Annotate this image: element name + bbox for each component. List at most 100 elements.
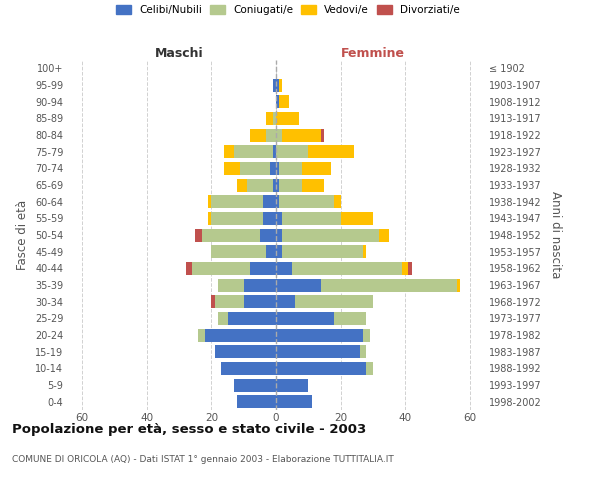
Bar [237,395,276,408]
Bar [276,162,302,175]
Bar [244,295,276,308]
Bar [237,395,276,408]
Bar [276,328,370,342]
Bar [276,162,331,175]
Bar [211,245,276,258]
Bar [276,195,334,208]
Bar [276,245,367,258]
Bar [276,95,289,108]
Bar [221,362,276,375]
Bar [263,195,276,208]
Bar [234,378,276,392]
Text: Femmine: Femmine [341,47,405,60]
Bar [276,78,283,92]
Bar [276,195,341,208]
Bar [276,278,457,291]
Y-axis label: Anni di nascita: Anni di nascita [550,192,562,278]
Bar [276,395,311,408]
Bar [224,145,276,158]
Bar [276,262,402,275]
Bar [208,195,276,208]
Bar [211,245,276,258]
Bar [276,245,367,258]
Bar [276,228,283,241]
Bar [276,162,279,175]
Bar [276,95,279,108]
Bar [276,378,308,392]
Bar [266,128,276,141]
Bar [276,145,353,158]
Bar [276,145,308,158]
Bar [276,128,325,141]
Bar [215,345,276,358]
Bar [215,295,276,308]
Bar [276,278,460,291]
Bar [215,345,276,358]
Bar [276,245,363,258]
Bar [266,112,276,125]
Bar [276,128,283,141]
Bar [273,78,276,92]
Bar [276,345,360,358]
Bar [269,162,276,175]
Bar [276,362,373,375]
Bar [199,328,276,342]
Bar [227,312,276,325]
Bar [276,178,302,192]
Bar [199,328,276,342]
Bar [234,145,276,158]
Bar [273,78,276,92]
Bar [276,228,389,241]
Bar [276,178,325,192]
Bar [208,212,276,225]
Bar [241,162,276,175]
Bar [276,212,373,225]
Bar [276,212,341,225]
Bar [276,328,370,342]
Bar [276,262,292,275]
Bar [221,362,276,375]
Bar [276,145,353,158]
Bar [276,195,341,208]
Bar [266,112,276,125]
Bar [234,378,276,392]
Bar [250,262,276,275]
Bar [276,262,412,275]
Bar [247,178,276,192]
Bar [273,178,276,192]
Bar [276,78,283,92]
Bar [276,95,279,108]
Bar [218,278,276,291]
Bar [237,395,276,408]
Text: COMUNE DI ORICOLA (AQ) - Dati ISTAT 1° gennaio 2003 - Elaborazione TUTTITALIA.IT: COMUNE DI ORICOLA (AQ) - Dati ISTAT 1° g… [12,455,394,464]
Bar [244,278,276,291]
Bar [273,78,276,92]
Bar [276,395,311,408]
Bar [276,212,283,225]
Bar [276,112,299,125]
Bar [276,128,321,141]
Bar [276,295,373,308]
Bar [273,145,276,158]
Bar [234,378,276,392]
Legend: Celibi/Nubili, Coniugati/e, Vedovi/e, Divorziati/e: Celibi/Nubili, Coniugati/e, Vedovi/e, Di… [116,5,460,15]
Bar [276,328,363,342]
Bar [276,212,373,225]
Bar [266,245,276,258]
Bar [276,345,367,358]
Bar [276,328,370,342]
Bar [276,295,373,308]
Bar [192,262,276,275]
Bar [276,312,334,325]
Bar [276,228,379,241]
Bar [276,395,311,408]
Bar [218,278,276,291]
Bar [224,162,276,175]
Bar [221,362,276,375]
Bar [224,162,276,175]
Bar [276,295,295,308]
Bar [195,228,276,241]
Bar [276,312,367,325]
Bar [276,378,308,392]
Bar [273,112,276,125]
